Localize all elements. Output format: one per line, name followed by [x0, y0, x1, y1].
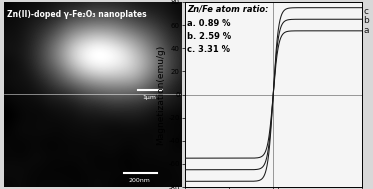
- Text: a: a: [363, 26, 369, 35]
- Text: Zn(II)-doped γ-Fe₂O₃ nanoplates: Zn(II)-doped γ-Fe₂O₃ nanoplates: [7, 10, 146, 19]
- Y-axis label: Magnetization(emu/g): Magnetization(emu/g): [156, 44, 165, 145]
- Text: c. 3.31 %: c. 3.31 %: [187, 45, 230, 54]
- Text: a. 0.89 %: a. 0.89 %: [187, 19, 230, 28]
- Text: 200nm: 200nm: [129, 178, 151, 183]
- Text: b. 2.59 %: b. 2.59 %: [187, 32, 231, 41]
- Text: Zn/Fe atom ratio:: Zn/Fe atom ratio:: [187, 4, 268, 13]
- Text: 1μm: 1μm: [142, 95, 156, 100]
- Text: c: c: [363, 7, 368, 16]
- Text: b: b: [363, 16, 369, 26]
